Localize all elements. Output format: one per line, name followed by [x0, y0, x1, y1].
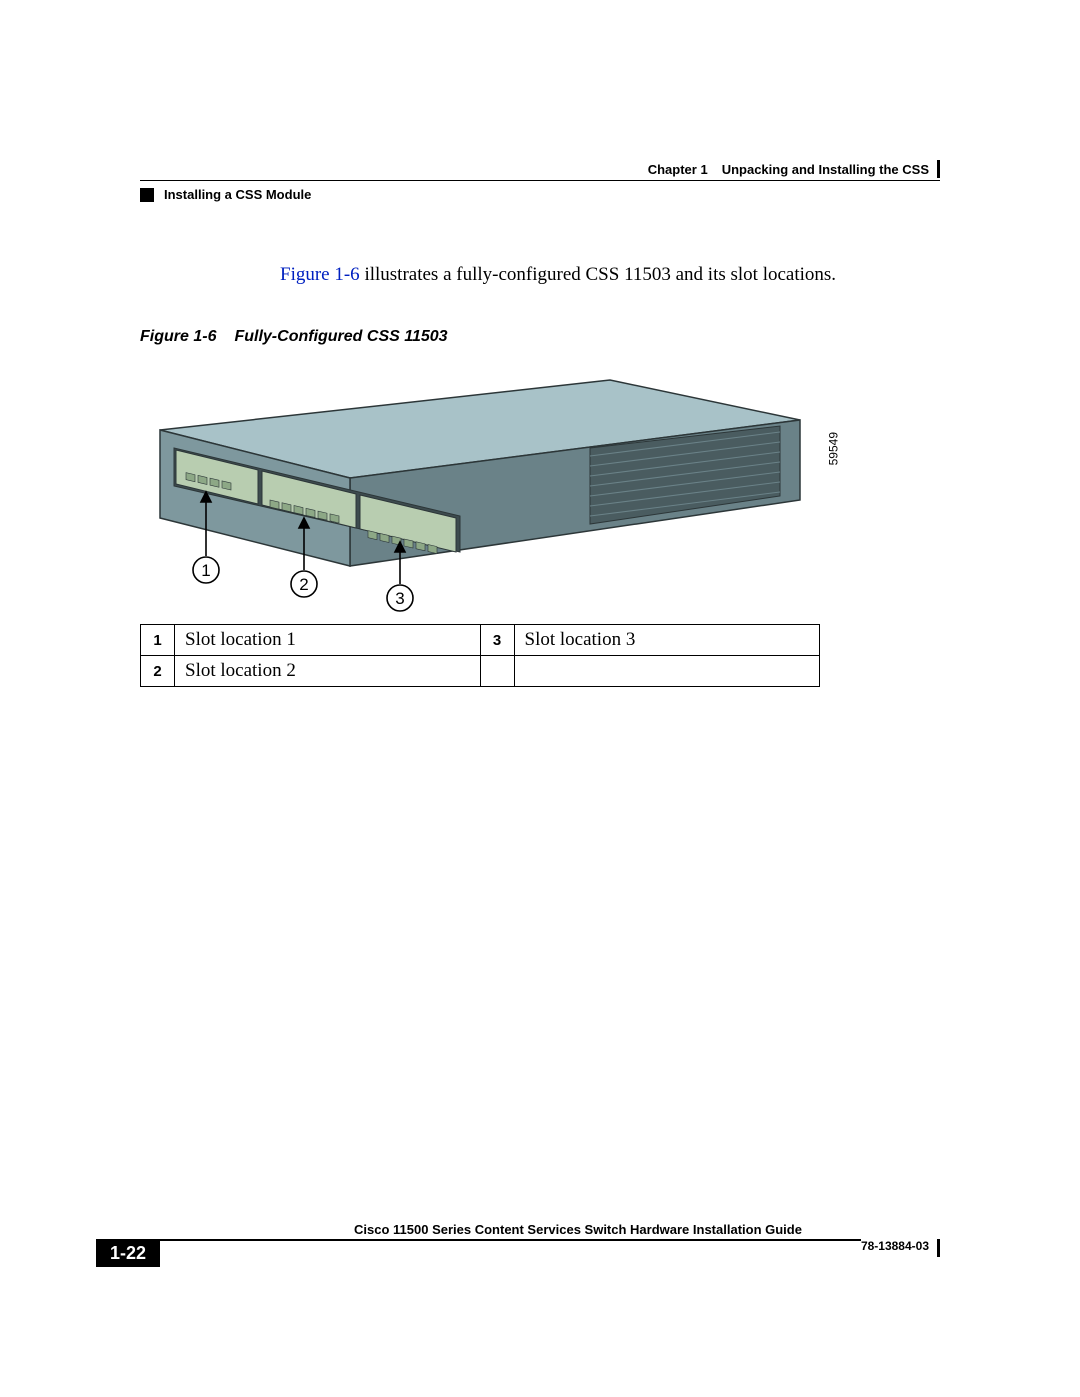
- callout-2: 2: [299, 575, 308, 594]
- legend-text: Slot location 3: [514, 625, 820, 656]
- callout-1: 1: [201, 561, 210, 580]
- table-row: 2 Slot location 2: [141, 656, 820, 687]
- legend-text: Slot location 2: [175, 656, 481, 687]
- figure-reference-link[interactable]: Figure 1-6: [280, 264, 360, 285]
- figure-caption: Figure 1-6 Fully-Configured CSS 11503: [140, 328, 940, 346]
- section-header: Installing a CSS Module: [140, 187, 940, 202]
- slot-legend-table: 1 Slot location 1 3 Slot location 3 2 Sl…: [140, 624, 820, 687]
- legend-num: 1: [141, 625, 175, 656]
- figure-illustration: 1 2 3 59549: [140, 370, 820, 620]
- page-footer: Cisco 11500 Series Content Services Swit…: [96, 1222, 940, 1267]
- table-row: 1 Slot location 1 3 Slot location 3: [141, 625, 820, 656]
- section-marker-icon: [140, 188, 154, 202]
- callout-3: 3: [395, 589, 404, 608]
- guide-title: Cisco 11500 Series Content Services Swit…: [216, 1222, 940, 1237]
- page-number: 1-22: [96, 1239, 160, 1267]
- running-header: Chapter 1 Unpacking and Installing the C…: [140, 160, 940, 178]
- caption-number: Figure 1-6: [140, 328, 216, 345]
- legend-num: [480, 656, 514, 687]
- legend-text: [514, 656, 820, 687]
- figure-image-id: 59549: [826, 432, 840, 465]
- header-rule: [140, 180, 940, 181]
- legend-num: 2: [141, 656, 175, 687]
- section-title: Installing a CSS Module: [164, 187, 311, 202]
- intro-paragraph: Figure 1-6 illustrates a fully-configure…: [280, 264, 940, 286]
- chapter-title: Unpacking and Installing the CSS: [722, 162, 929, 177]
- intro-rest: illustrates a fully-configured CSS 11503…: [360, 264, 836, 285]
- caption-text: Fully-Configured CSS 11503: [234, 328, 447, 345]
- legend-text: Slot location 1: [175, 625, 481, 656]
- legend-num: 3: [480, 625, 514, 656]
- footer-rule: [160, 1239, 861, 1267]
- chapter-label: Chapter 1: [648, 162, 708, 177]
- document-number: 78-13884-03: [861, 1239, 940, 1257]
